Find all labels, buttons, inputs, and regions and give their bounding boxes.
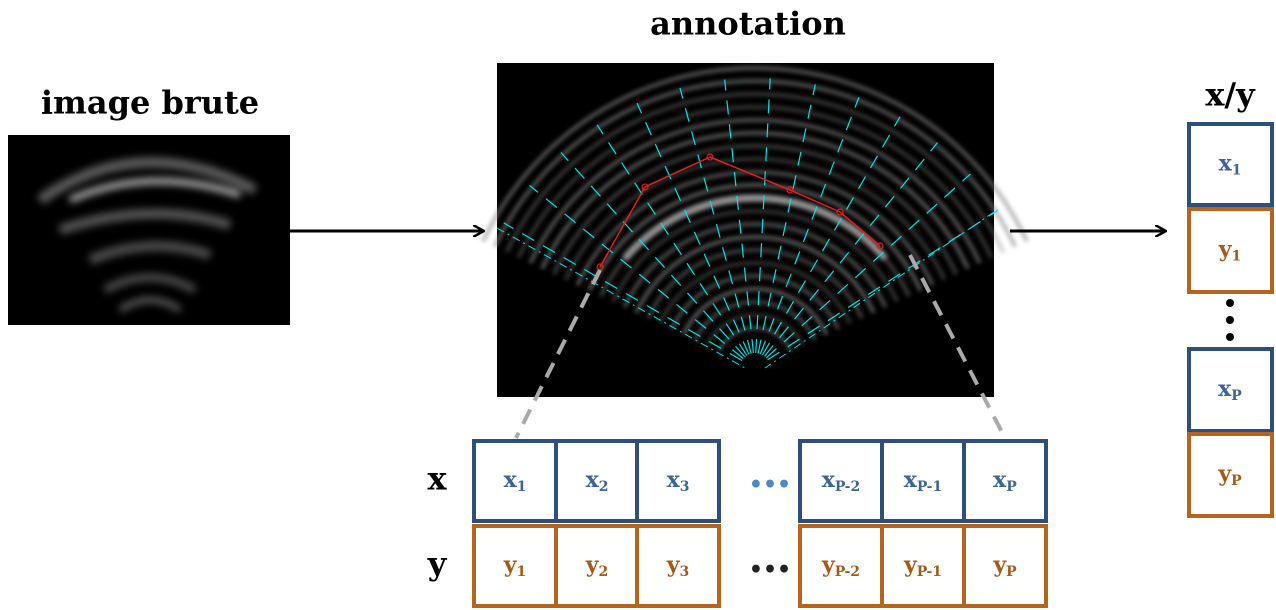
row-cell-label-sub: 2 bbox=[599, 479, 609, 495]
row-cell-label-sub: 3 bbox=[680, 564, 690, 580]
row-cell-label-sub: P bbox=[1006, 564, 1017, 580]
vector-title: x/y bbox=[1205, 76, 1256, 114]
vertical-ellipsis bbox=[1226, 299, 1234, 341]
row-cell-label-base: x bbox=[822, 467, 836, 493]
vector-cell-label-sub: P bbox=[1231, 473, 1242, 489]
row-ellipsis: ••• bbox=[749, 557, 791, 583]
row-cell-label-base: x bbox=[667, 467, 681, 493]
vector-cell-label-base: x bbox=[1218, 376, 1232, 402]
row-label: y bbox=[427, 545, 448, 583]
row-cell-label-base: x bbox=[904, 467, 918, 493]
vector-cell-label-sub: P bbox=[1231, 388, 1242, 404]
row-cell-label-base: x bbox=[504, 467, 518, 493]
row-cell-label-sub: P-1 bbox=[917, 479, 942, 495]
diagram: image brute annotation x/y x1y1xPyPxx1x2… bbox=[0, 0, 1276, 610]
row-cell-label-base: x bbox=[586, 467, 600, 493]
row-cell-label-sub: 2 bbox=[599, 564, 609, 580]
row-label: x bbox=[427, 460, 447, 498]
row-cell-label-base: y bbox=[666, 552, 681, 578]
vector-cell-label-base: y bbox=[1217, 461, 1232, 487]
row-cell-label-sub: P bbox=[1006, 479, 1017, 495]
row-cell-label-sub: P-2 bbox=[835, 479, 860, 495]
raw-image-title: image brute bbox=[41, 84, 259, 122]
row-ellipsis: ••• bbox=[749, 472, 791, 498]
annotated-image bbox=[483, 63, 1027, 397]
row-cell-label-base: y bbox=[503, 552, 518, 578]
vector-cell-label-base: x bbox=[1219, 151, 1233, 177]
raw-image bbox=[8, 135, 290, 325]
row-cell-label-sub: 3 bbox=[680, 479, 690, 495]
row-cell-label-base: y bbox=[903, 552, 918, 578]
vector-cell-label-base: y bbox=[1218, 237, 1233, 263]
row-cell-label-sub: 1 bbox=[517, 479, 527, 495]
row-cell-label-base: y bbox=[821, 552, 836, 578]
annotation-title: annotation bbox=[650, 5, 846, 43]
row-cell-label-sub: P-1 bbox=[917, 564, 942, 580]
vector-cell-label-sub: 1 bbox=[1232, 249, 1242, 265]
row-cell-label-base: y bbox=[992, 552, 1007, 578]
row-cell-label-sub: 1 bbox=[517, 564, 527, 580]
row-cell-label-base: x bbox=[993, 467, 1007, 493]
row-cell-label-base: y bbox=[585, 552, 600, 578]
row-cell-label-sub: P-2 bbox=[835, 564, 860, 580]
vector-cell-label-sub: 1 bbox=[1232, 163, 1242, 179]
